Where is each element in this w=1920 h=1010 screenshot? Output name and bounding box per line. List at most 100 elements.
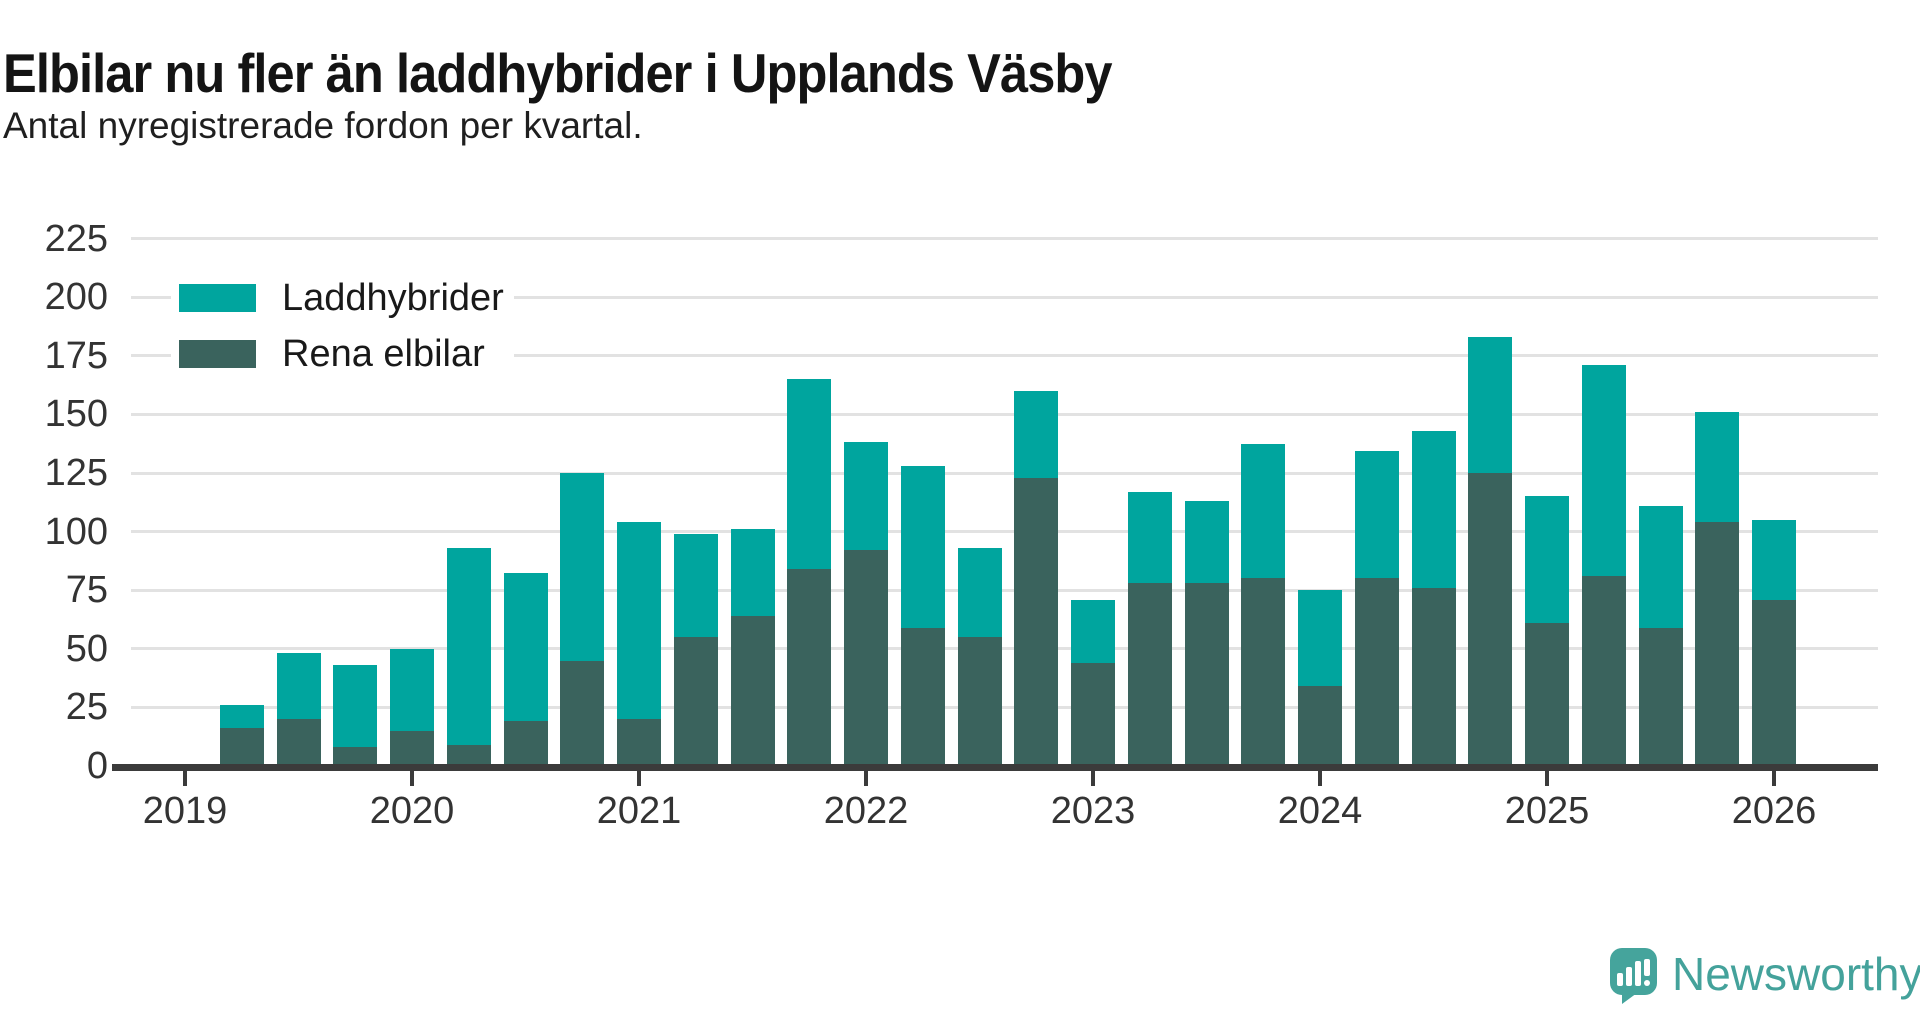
bar-laddhybrider-2019-q2: [219, 705, 264, 728]
x-tick-label-2021: 2021: [596, 790, 682, 832]
y-tick-label-25: 25: [65, 686, 108, 729]
bar-rena-elbilar-2023-q2: [1127, 583, 1172, 766]
legend-label-rena-elbilar: Rena elbilar: [282, 333, 485, 375]
bar-laddhybrider-2024-q3: [1411, 431, 1456, 588]
x-tick-2022: [864, 771, 868, 786]
bar-rena-elbilar-2025-q2: [1581, 576, 1626, 766]
y-tick-label-150: 150: [44, 393, 108, 436]
bar-laddhybrider-2020-q3: [503, 573, 548, 721]
y-tick-label-225: 225: [44, 217, 108, 260]
x-tick-2020: [410, 771, 414, 786]
y-tick-label-200: 200: [44, 276, 108, 319]
bar-laddhybrider-2021-q1: [617, 522, 661, 719]
bar-laddhybrider-2024-q2: [1354, 451, 1399, 578]
bar-rena-elbilar-2022-q4: [1014, 478, 1059, 766]
bar-laddhybrider-2019-q4: [333, 665, 378, 747]
x-tick-label-2026: 2026: [1731, 790, 1817, 832]
chart-subtitle: Antal nyregistrerade fordon per kvartal.: [3, 105, 643, 146]
x-tick-label-2022: 2022: [823, 790, 909, 832]
bar-rena-elbilar-2022-q3: [957, 637, 1002, 766]
bar-laddhybrider-2025-q2: [1581, 365, 1626, 576]
bar-rena-elbilar-2023-q1: [1071, 663, 1115, 766]
gridline-100: [131, 530, 1878, 534]
bar-rena-elbilar-2021-q3: [730, 616, 775, 766]
bar-laddhybrider-2025-q1: [1525, 496, 1569, 623]
bar-rena-elbilar-2020-q4: [560, 661, 605, 766]
x-tick-2023: [1091, 771, 1095, 786]
gridline-75: [131, 588, 1878, 592]
bar-laddhybrider-2020-q4: [560, 473, 605, 661]
bar-laddhybrider-2022-q2: [900, 466, 945, 628]
bar-rena-elbilar-2021-q1: [617, 719, 661, 766]
x-tick-2025: [1545, 771, 1549, 786]
bar-laddhybrider-2024-q4: [1468, 337, 1513, 473]
bar-rena-elbilar-2023-q3: [1184, 583, 1229, 766]
x-tick-label-2024: 2024: [1277, 790, 1363, 832]
bar-laddhybrider-2022-q4: [1014, 391, 1059, 478]
bar-laddhybrider-2020-q2: [446, 548, 491, 745]
bar-rena-elbilar-2020-q2: [446, 745, 491, 766]
gridline-225: [131, 237, 1878, 241]
legend-item-laddhybrider: Laddhybrider: [171, 274, 514, 322]
gridline-150: [131, 412, 1878, 416]
bar-laddhybrider-2023-q2: [1127, 492, 1172, 583]
bar-rena-elbilar-2025-q3: [1638, 628, 1683, 766]
x-tick-2021: [637, 771, 641, 786]
y-tick-label-50: 50: [65, 627, 108, 670]
bar-laddhybrider-2021-q4: [787, 379, 832, 569]
newsworthy-bubble-icon: [1610, 948, 1657, 995]
bar-laddhybrider-2025-q3: [1638, 506, 1683, 628]
logo-exclamation-icon: [1644, 959, 1650, 976]
logo-chart-bar-icon: [1626, 967, 1632, 986]
logo-chart-bar-icon: [1617, 973, 1623, 986]
bar-rena-elbilar-2021-q4: [787, 569, 832, 766]
x-axis-line: [112, 764, 1878, 771]
bar-laddhybrider-2021-q2: [673, 534, 718, 637]
logo-exclamation-dot-icon: [1644, 980, 1650, 986]
x-tick-2019: [183, 771, 187, 786]
x-tick-2024: [1318, 771, 1322, 786]
bar-rena-elbilar-2020-q3: [503, 721, 548, 766]
bar-rena-elbilar-2019-q2: [219, 728, 264, 766]
y-tick-label-75: 75: [65, 569, 108, 612]
bar-rena-elbilar-2022-q2: [900, 628, 945, 766]
gridline-125: [131, 471, 1878, 475]
rena-elbilar-swatch: [179, 340, 256, 368]
logo-chart-bar-icon: [1635, 961, 1641, 986]
bar-rena-elbilar-2019-q3: [276, 719, 321, 766]
bar-laddhybrider-2025-q4: [1695, 412, 1740, 522]
y-tick-label-125: 125: [44, 452, 108, 494]
bar-laddhybrider-2023-q4: [1241, 444, 1286, 578]
bar-laddhybrider-2022-q3: [957, 548, 1002, 637]
bar-laddhybrider-2022-q1: [844, 442, 888, 550]
bar-laddhybrider-2026-q1: [1752, 520, 1796, 600]
brand-name: Newsworthy: [1672, 948, 1920, 1000]
bar-laddhybrider-2021-q3: [730, 529, 775, 616]
bar-laddhybrider-2024-q1: [1298, 590, 1342, 686]
bar-laddhybrider-2023-q1: [1071, 600, 1115, 663]
bar-rena-elbilar-2026-q1: [1752, 600, 1796, 766]
y-tick-label-0: 0: [86, 745, 108, 787]
bar-laddhybrider-2023-q3: [1184, 501, 1229, 583]
bubble-tail: [1622, 993, 1637, 1004]
bar-rena-elbilar-2024-q1: [1298, 686, 1342, 766]
bar-rena-elbilar-2025-q4: [1695, 522, 1740, 766]
bar-rena-elbilar-2025-q1: [1525, 623, 1569, 766]
bar-rena-elbilar-2024-q3: [1411, 588, 1456, 766]
legend: Laddhybrider Rena elbilar: [171, 274, 514, 386]
gridline-200: [131, 295, 1878, 299]
x-tick-2026: [1772, 771, 1776, 786]
x-tick-label-2025: 2025: [1504, 790, 1590, 832]
legend-item-rena-elbilar: Rena elbilar: [171, 330, 514, 378]
y-tick-label-175: 175: [44, 334, 108, 377]
bar-rena-elbilar-2019-q4: [333, 747, 378, 766]
x-tick-label-2019: 2019: [142, 790, 228, 832]
gridline-175: [131, 354, 1878, 358]
bar-rena-elbilar-2021-q2: [673, 637, 718, 766]
bar-laddhybrider-2019-q3: [276, 653, 321, 719]
bar-rena-elbilar-2024-q4: [1468, 473, 1513, 766]
x-tick-label-2020: 2020: [369, 790, 455, 832]
chart-title: Elbilar nu fler än laddhybrider i Upplan…: [3, 41, 1113, 104]
bar-rena-elbilar-2023-q4: [1241, 578, 1286, 766]
